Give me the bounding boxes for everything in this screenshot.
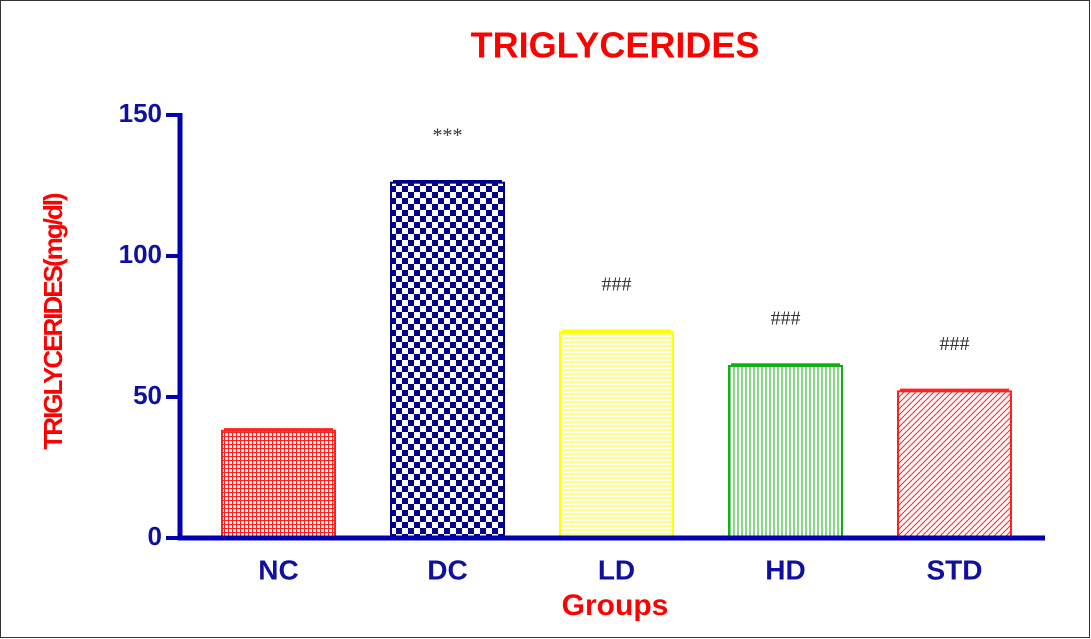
x-tick-label: LD (598, 554, 635, 585)
y-tick-label: 50 (133, 380, 162, 410)
y-tick-label: 100 (119, 239, 162, 269)
x-tick-label: STD (927, 554, 983, 585)
annotation: ### (771, 308, 801, 330)
chart-title: TRIGLYCERIDES (471, 25, 760, 66)
bar (390, 181, 505, 539)
x-tick-label: HD (765, 554, 805, 585)
annotation: *** (433, 124, 463, 146)
annotation: ### (602, 274, 632, 296)
bar (728, 364, 843, 540)
bar (559, 331, 674, 540)
x-axis-label: Groups (562, 589, 669, 622)
bar (897, 390, 1012, 539)
x-tick-label: NC (258, 554, 298, 585)
y-axis-label: TRIGLYCERIDES(mg/dl) (38, 193, 68, 450)
x-tick-label: DC (427, 554, 467, 585)
annotation: ### (940, 333, 970, 355)
bar (221, 429, 336, 539)
y-tick-label: 150 (119, 98, 162, 128)
y-tick-label: 0 (148, 521, 162, 551)
